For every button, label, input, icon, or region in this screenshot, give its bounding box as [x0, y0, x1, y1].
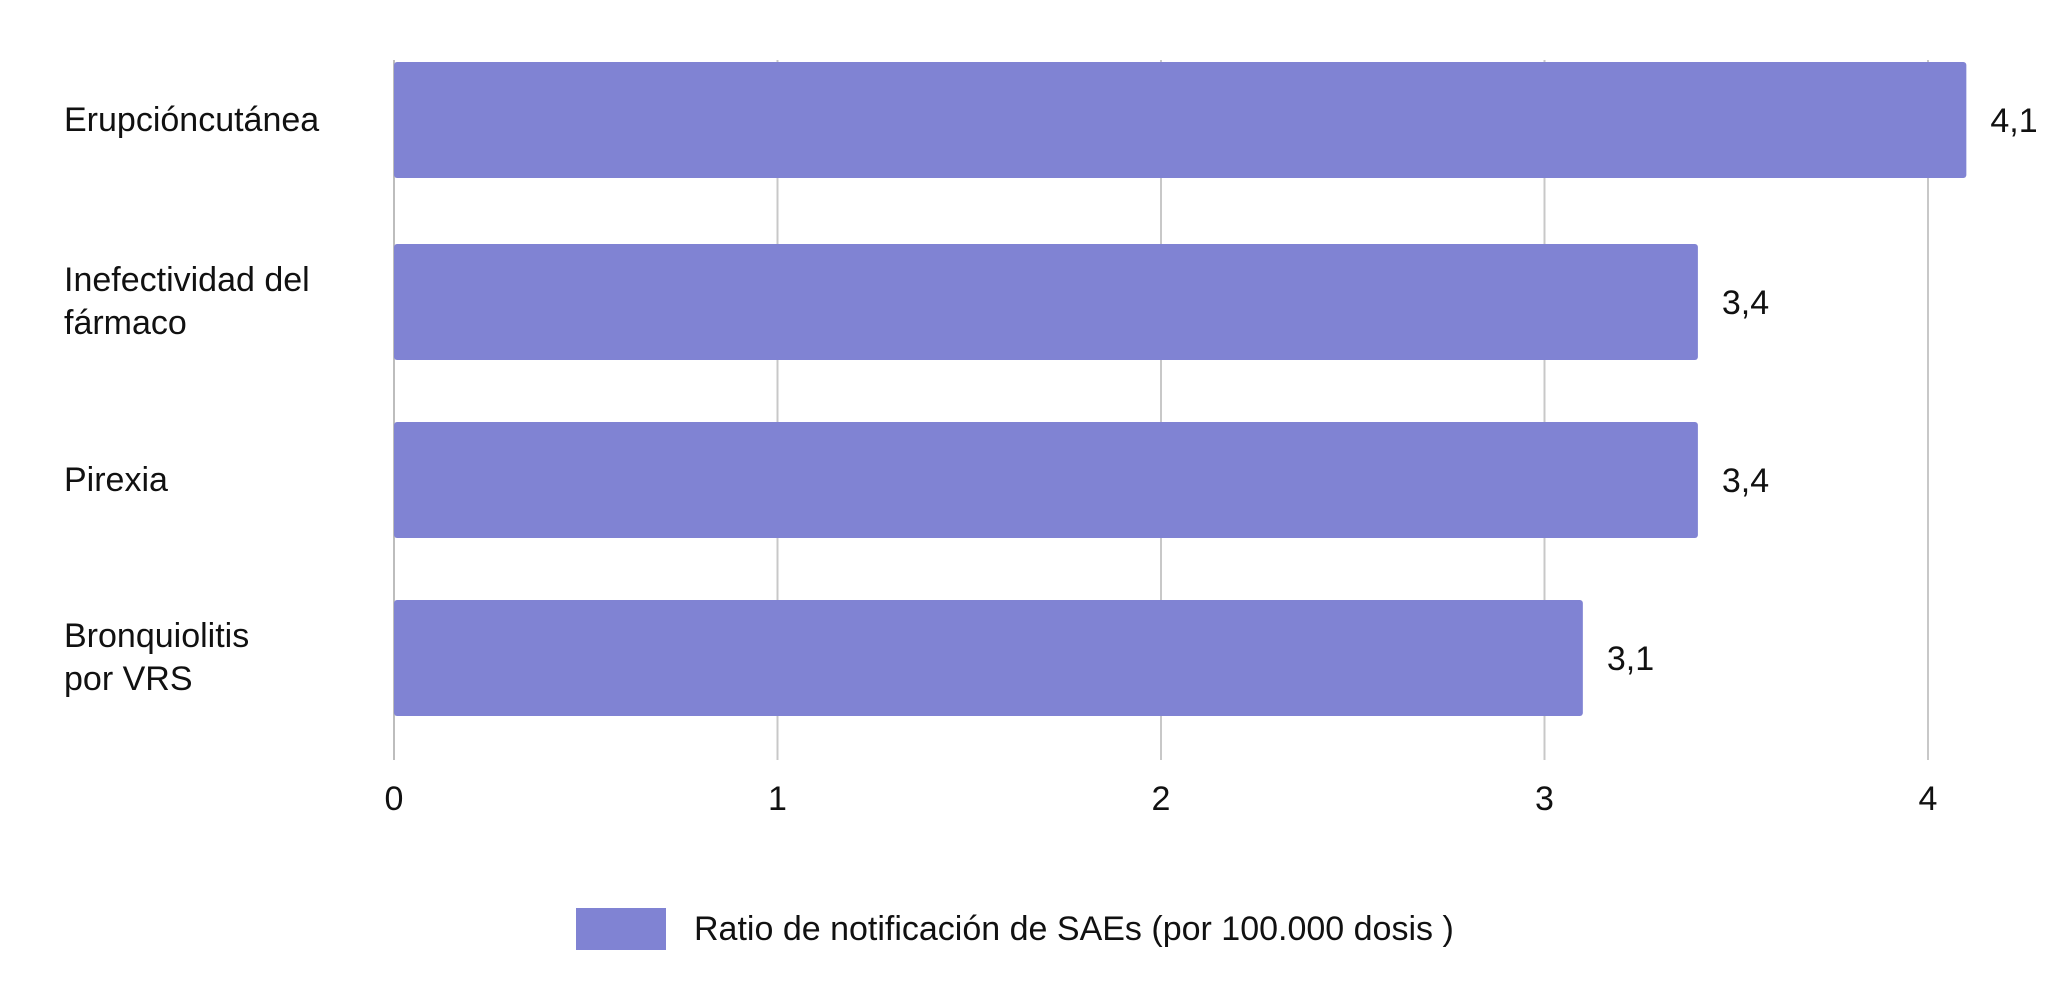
bar: [394, 422, 1698, 538]
category-label-line: Erupcióncutánea: [64, 100, 320, 139]
x-tick-label: 3: [1535, 780, 1554, 818]
category-label-line: Pirexia: [64, 460, 168, 499]
category-label: Erupcióncutánea: [64, 99, 319, 142]
data-label: 3,4: [1722, 462, 1769, 500]
data-label: 3,4: [1722, 284, 1769, 322]
category-label: Pirexia: [64, 459, 168, 502]
x-tick-label: 1: [768, 780, 787, 818]
x-tick-label: 2: [1152, 780, 1171, 818]
category-label: Bronquiolitis por VRS: [64, 615, 249, 701]
legend-label: Ratio de notificación de SAEs (por 100.0…: [694, 909, 1454, 948]
data-label: 3,1: [1607, 640, 1654, 678]
category-label-line: Bronquiolitis: [64, 617, 250, 655]
legend-swatch: [576, 908, 666, 950]
bar: [394, 600, 1583, 716]
data-label: 4,1: [1990, 102, 2037, 140]
category-label-line: por VRS: [64, 660, 193, 698]
category-label-line: fármaco: [64, 304, 187, 342]
legend: Ratio de notificación de SAEs (por 100.0…: [576, 908, 1454, 950]
bar: [394, 244, 1698, 360]
bar: [394, 62, 1967, 178]
category-label: Inefectividad del fármaco: [64, 259, 310, 345]
category-label-line: Inefectividad del: [64, 261, 310, 299]
x-tick-label: 0: [385, 780, 404, 818]
x-tick-label: 4: [1919, 780, 1938, 818]
